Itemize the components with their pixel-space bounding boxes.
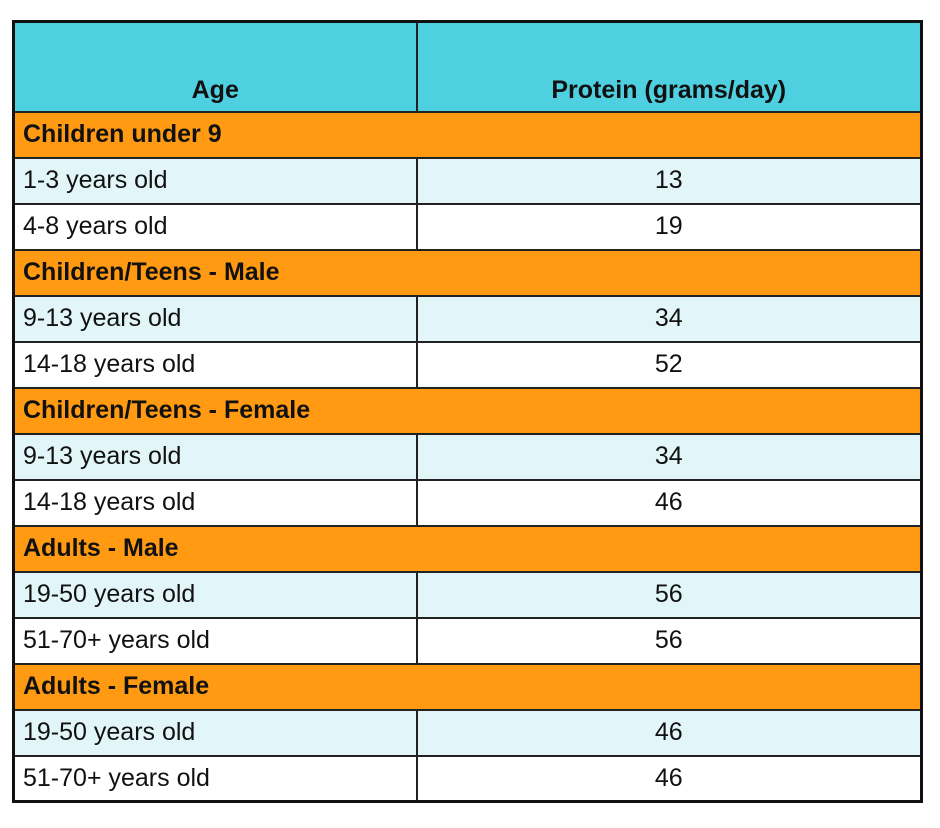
data-row: 4-8 years old 19 [12,202,923,251]
protein-cell: 34 [415,294,923,343]
protein-cell: 46 [415,708,923,757]
header-cell: Protein (grams/day) [415,20,923,113]
age-cell: 9-13 years old [12,432,418,481]
header-cell: Age [12,20,418,113]
header-row: Age Protein (grams/day) [12,20,923,113]
group-row: Children under 9 [12,110,923,159]
age-cell: 1-3 years old [12,156,418,205]
group-row: Adults - Female [12,662,923,711]
protein-cell: 13 [415,156,923,205]
group-row: Adults - Male [12,524,923,573]
group-label: Adults - Male [12,524,923,573]
data-row: 51-70+ years old 46 [12,754,923,803]
data-row: 19-50 years old 46 [12,708,923,757]
age-cell: 14-18 years old [12,340,418,389]
age-cell: 19-50 years old [12,570,418,619]
table-body: Children under 9 1-3 years old 13 4-8 years… [12,110,923,803]
age-cell: 51-70+ years old [12,754,418,803]
data-row: 14-18 years old 52 [12,340,923,389]
data-row: 19-50 years old 56 [12,570,923,619]
protein-cell: 52 [415,340,923,389]
data-row: 9-13 years old 34 [12,432,923,481]
group-row: Children/Teens - Male [12,248,923,297]
protein-table: Age Protein (grams/day) Children under 9… [12,20,923,803]
group-label: Children/Teens - Male [12,248,923,297]
age-cell: 14-18 years old [12,478,418,527]
protein-cell: 19 [415,202,923,251]
group-label: Children/Teens - Female [12,386,923,435]
protein-cell: 56 [415,616,923,665]
protein-cell: 34 [415,432,923,481]
data-row: 1-3 years old 13 [12,156,923,205]
protein-cell: 46 [415,754,923,803]
protein-cell: 46 [415,478,923,527]
data-row: 51-70+ years old 56 [12,616,923,665]
age-cell: 9-13 years old [12,294,418,343]
age-cell: 51-70+ years old [12,616,418,665]
data-row: 9-13 years old 34 [12,294,923,343]
group-row: Children/Teens - Female [12,386,923,435]
data-row: 14-18 years old 46 [12,478,923,527]
age-cell: 4-8 years old [12,202,418,251]
protein-cell: 56 [415,570,923,619]
group-label: Children under 9 [12,110,923,159]
group-label: Adults - Female [12,662,923,711]
age-cell: 19-50 years old [12,708,418,757]
